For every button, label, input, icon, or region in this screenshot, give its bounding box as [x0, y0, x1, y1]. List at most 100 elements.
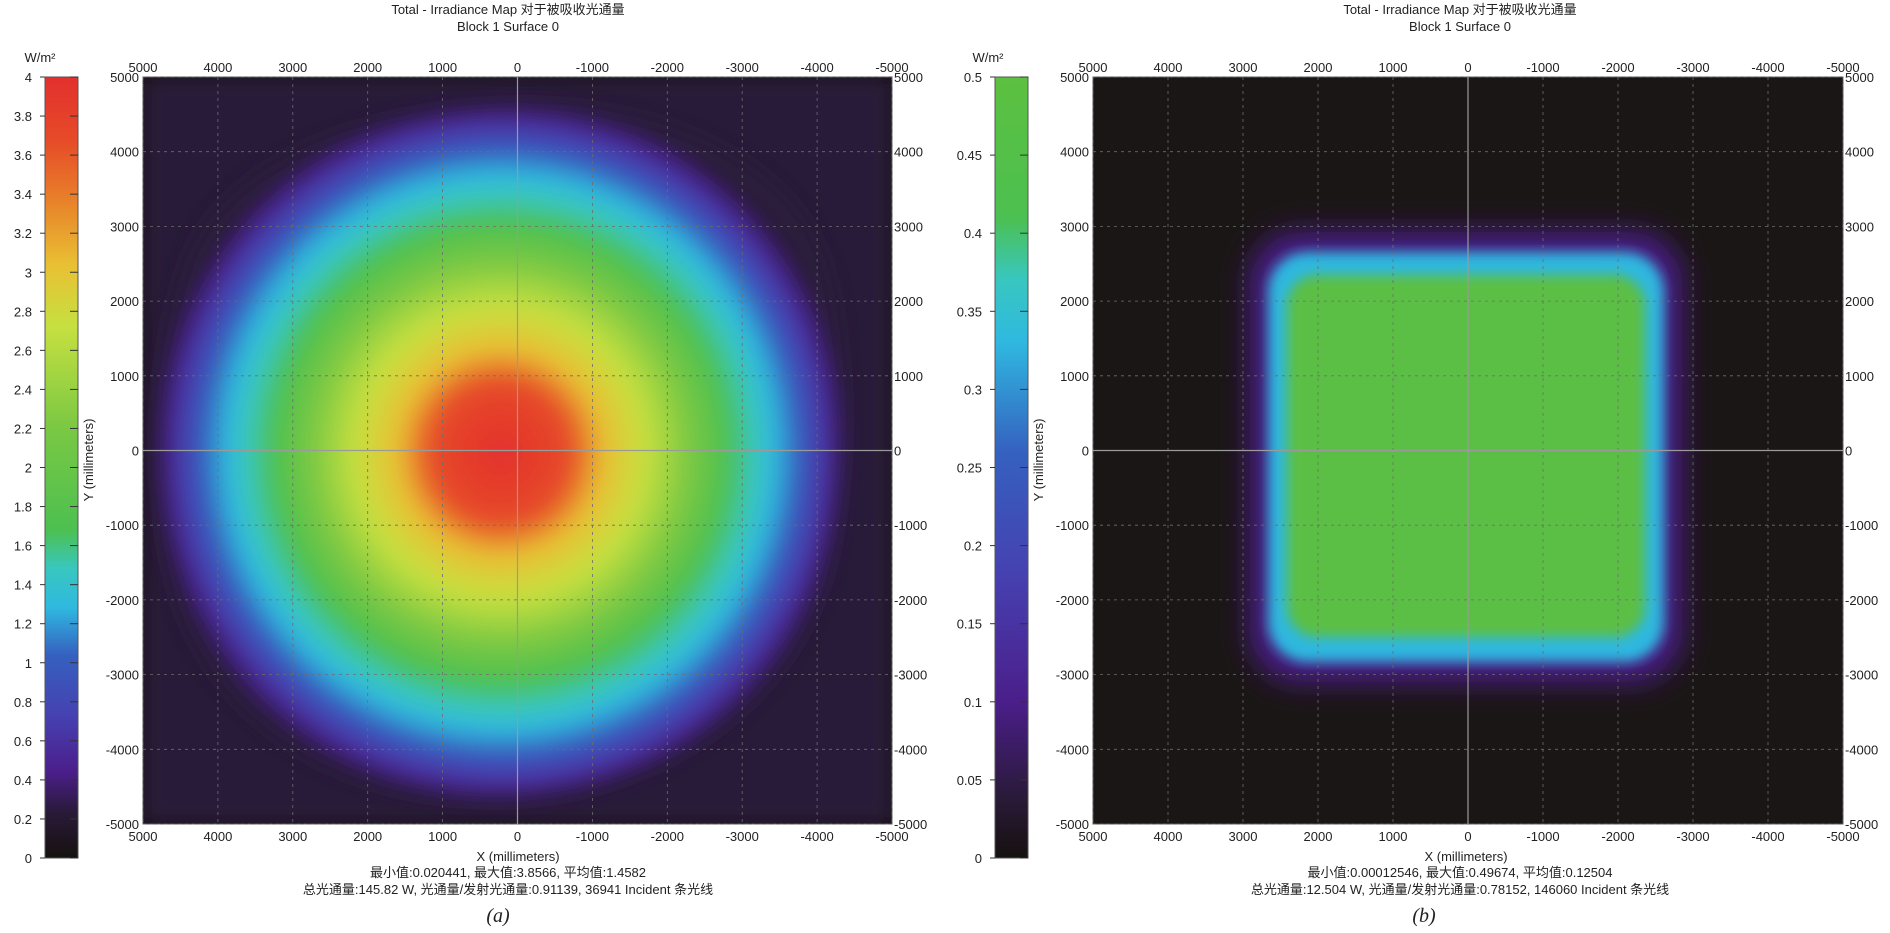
y-tick-label-right: -1000: [1845, 518, 1878, 533]
y-tick-label-left: -1000: [1056, 518, 1089, 533]
y-tick-label-left: 3000: [1060, 219, 1089, 234]
x-tick-label: 2000: [1304, 829, 1333, 844]
colorbar-tick-label: 2.6: [14, 343, 32, 358]
colorbar-tick-label: 0: [975, 851, 982, 866]
y-tick-label-left: 5000: [110, 70, 139, 85]
chart-subtitle: Block 1 Surface 0: [1409, 19, 1511, 34]
x-axis-label: X (millimeters): [476, 849, 559, 864]
x-tick-label: -2000: [651, 829, 684, 844]
y-tick-label-right: 1000: [894, 369, 923, 384]
colorbar-tick-label: 2: [25, 461, 32, 476]
y-axis-label: Y (millimeters): [1031, 419, 1046, 502]
colorbar-tick-label: 4: [25, 70, 32, 85]
y-tick-label-right: -5000: [1845, 817, 1878, 832]
x-tick-label: -2000: [1601, 829, 1634, 844]
y-tick-label-left: -2000: [1056, 593, 1089, 608]
x-tick-label: 4000: [203, 829, 232, 844]
y-tick-label-left: 0: [1082, 444, 1089, 459]
colorbar-tick-label: 0.8: [14, 695, 32, 710]
y-tick-label-right: 5000: [894, 70, 923, 85]
x-tick-label: -1000: [1526, 829, 1559, 844]
stats-line-2: 总光通量:12.504 W, 光通量/发射光通量:0.78152, 146060…: [1251, 882, 1669, 897]
y-tick-label-left: 2000: [1060, 294, 1089, 309]
colorbar-tick-label: 2.2: [14, 421, 32, 436]
x-tick-label: -4000: [1751, 60, 1784, 75]
colorbar-tick-label: 1.6: [14, 539, 32, 554]
colorbar-tick-label: 3: [25, 265, 32, 280]
x-tick-label: -4000: [800, 60, 833, 75]
y-tick-label-left: 1000: [1060, 369, 1089, 384]
x-tick-label: -1000: [1526, 60, 1559, 75]
panel-caption: (a): [486, 905, 510, 927]
x-tick-label: 5000: [129, 60, 158, 75]
y-tick-label-left: -3000: [1056, 668, 1089, 683]
x-tick-label: 4000: [1154, 829, 1183, 844]
x-tick-label: 0: [514, 60, 521, 75]
colorbar-tick-label: 0.2: [964, 539, 982, 554]
colorbar-tick-label: 0.05: [957, 773, 982, 788]
colorbar-unit: W/m²: [24, 50, 56, 65]
x-axis-label: X (millimeters): [1424, 849, 1507, 864]
x-tick-label: 1000: [1379, 60, 1408, 75]
y-tick-label-left: -4000: [106, 742, 139, 757]
colorbar-tick-label: 0.4: [964, 226, 982, 241]
x-tick-label: 3000: [1229, 60, 1258, 75]
y-tick-label-right: 2000: [894, 294, 923, 309]
x-tick-label: 1000: [428, 829, 457, 844]
y-tick-label-right: 1000: [1845, 369, 1874, 384]
colorbar-tick-label: 0.4: [14, 773, 32, 788]
y-tick-label-right: -2000: [1845, 593, 1878, 608]
y-tick-label-right: 0: [894, 444, 901, 459]
colorbar-tick-label: 0.5: [964, 70, 982, 85]
y-tick-label-right: 5000: [1845, 70, 1874, 85]
stats-line-1: 最小值:0.020441, 最大值:3.8566, 平均值:1.4582: [370, 865, 646, 880]
irradiance-spot: [156, 104, 845, 801]
colorbar-ticks: 0 0.2 0.4 0.6 0.8 1 1.2 1.4 1.6 1.8 2 2.2 2.4 2.6 2.8 3…: [14, 70, 78, 866]
x-tick-labels-top: 5000 4000 3000 2000 1000 0 -1000 -2000 -3000 -400…: [1079, 60, 1860, 75]
y-tick-label-left: 2000: [110, 294, 139, 309]
y-tick-label-left: -5000: [1056, 817, 1089, 832]
colorbar-tick-label: 3.6: [14, 148, 32, 163]
colorbar-tick-label: 1: [25, 656, 32, 671]
x-tick-label: 5000: [129, 829, 158, 844]
x-tick-label: -5000: [875, 829, 908, 844]
y-tick-label-right: 2000: [1845, 294, 1874, 309]
colorbar-tick-label: 0.25: [957, 461, 982, 476]
x-tick-label: -2000: [651, 60, 684, 75]
x-tick-label: -3000: [726, 60, 759, 75]
x-tick-labels-bottom: 5000 4000 3000 2000 1000 0 -1000 -2000 -3000 -400…: [1079, 829, 1860, 844]
panel-b: Total - Irradiance Map 对于被吸收光通量 Block 1 …: [957, 2, 1879, 927]
x-tick-label: 0: [1464, 60, 1471, 75]
colorbar-tick-label: 2.4: [14, 382, 32, 397]
x-tick-label: -3000: [1676, 60, 1709, 75]
panel-a: Total - Irradiance Map 对于被吸收光通量 Block 1 …: [14, 2, 927, 927]
y-tick-label-left: 4000: [1060, 145, 1089, 160]
x-tick-label: 1000: [428, 60, 457, 75]
x-tick-label: 0: [1464, 829, 1471, 844]
x-tick-label: -5000: [875, 60, 908, 75]
y-tick-label-left: 1000: [110, 369, 139, 384]
x-tick-label: -2000: [1601, 60, 1634, 75]
x-tick-label: -5000: [1826, 829, 1859, 844]
x-tick-label: 4000: [203, 60, 232, 75]
y-tick-label-left: -3000: [106, 668, 139, 683]
y-tick-label-right: 3000: [894, 219, 923, 234]
y-tick-label-right: 3000: [1845, 219, 1874, 234]
colorbar-tick-label: 3.2: [14, 226, 32, 241]
x-tick-label: 2000: [353, 60, 382, 75]
gridlines: [1092, 76, 1844, 825]
chart-title: Total - Irradiance Map 对于被吸收光通量: [391, 2, 624, 17]
colorbar-tick-label: 3.8: [14, 109, 32, 124]
colorbar-tick-label: 2.8: [14, 304, 32, 319]
colorbar-tick-label: 1.8: [14, 500, 32, 515]
stats-line-2: 总光通量:145.82 W, 光通量/发射光通量:0.91139, 36941 …: [303, 882, 713, 897]
x-tick-labels-bottom: 5000 4000 3000 2000 1000 0 -1000 -2000 -3000 -400…: [129, 829, 909, 844]
x-tick-label: 5000: [1079, 829, 1108, 844]
y-tick-labels-left: 5000 4000 3000 2000 1000 0 -1000 -2000 -3000 -400…: [1056, 70, 1089, 832]
y-tick-label-right: -3000: [1845, 668, 1878, 683]
x-tick-label: -5000: [1826, 60, 1859, 75]
y-tick-labels-right: 5000 4000 3000 2000 1000 0 -1000 -2000 -3000 -400…: [894, 70, 927, 832]
chart-title: Total - Irradiance Map 对于被吸收光通量: [1343, 2, 1576, 17]
colorbar-tick-label: 0.3: [964, 382, 982, 397]
